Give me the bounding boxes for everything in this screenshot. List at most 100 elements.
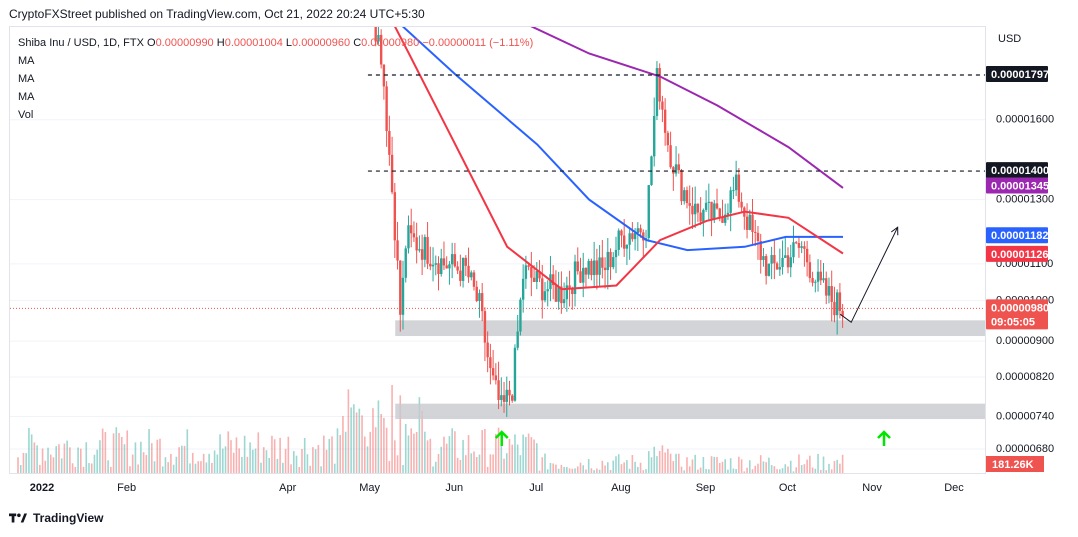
candle-body	[480, 293, 484, 312]
volume-bar	[328, 438, 331, 473]
candle-body	[407, 225, 410, 249]
time-axis[interactable]: 2022 Feb Apr May Jun Jul Aug Sep Oct Nov Dec	[9, 474, 986, 502]
legend-indicator-ma-2[interactable]: MA	[18, 73, 35, 85]
candle-body	[393, 192, 397, 241]
volume-bar	[407, 435, 410, 473]
candle-body	[756, 232, 760, 242]
volume-bar	[55, 446, 58, 473]
candle-body	[543, 291, 547, 301]
candle-body	[508, 389, 511, 396]
volume-bar	[787, 466, 789, 473]
volume-bar	[669, 453, 672, 473]
volume-bar	[323, 435, 325, 473]
volume-bar	[617, 454, 620, 473]
volume-bar	[415, 431, 418, 473]
price-scale[interactable]: 0.000016000.000013000.000011000.00001000…	[986, 26, 1078, 474]
price-tick-label: 0.00001300	[996, 194, 1054, 206]
volume-bar	[702, 457, 705, 473]
volume-bar	[511, 444, 514, 473]
volume-bar	[773, 466, 776, 473]
candle-body	[415, 237, 418, 251]
volume-bar	[568, 468, 571, 473]
volume-bar	[33, 442, 36, 473]
candle-body	[530, 266, 533, 278]
candle-body	[677, 164, 680, 171]
volume-bar	[738, 456, 740, 473]
legend-symbol[interactable]: Shiba Inu / USD, 1D, FTX	[18, 37, 144, 49]
candle-body	[786, 255, 790, 268]
candle-body	[622, 235, 626, 249]
volume-bar	[694, 454, 696, 473]
candle-body	[825, 278, 828, 296]
volume-bar	[60, 458, 63, 473]
candle-body	[571, 288, 574, 295]
volume-bar	[830, 469, 833, 473]
volume-bar	[49, 454, 52, 473]
candle-body	[833, 301, 836, 316]
volume-bar	[216, 454, 219, 473]
volume-bar	[350, 407, 352, 473]
candle-body	[401, 277, 405, 315]
volume-bar	[650, 457, 653, 473]
candle-body	[835, 292, 839, 316]
candle-body	[576, 261, 579, 272]
candle-body	[445, 265, 448, 269]
volume-bar	[664, 452, 666, 473]
volume-bar	[590, 468, 593, 473]
volume-bar	[82, 466, 85, 473]
volume-bar	[448, 436, 451, 473]
candle-body	[718, 208, 721, 217]
candle-body	[377, 34, 380, 42]
volume-bar	[262, 447, 265, 473]
candle-body	[661, 101, 664, 110]
candle-body	[500, 395, 503, 400]
volume-bar	[194, 463, 197, 473]
price-tick-label: 0.00000680	[996, 443, 1054, 455]
volume-bar	[615, 456, 617, 473]
volume-bar	[232, 452, 235, 473]
volume-bar	[208, 453, 210, 473]
volume-bar	[172, 464, 175, 473]
volume-bar	[708, 469, 710, 473]
candle-body	[636, 228, 640, 233]
volume-bar	[257, 432, 260, 473]
candle-body	[704, 202, 708, 210]
volume-bar	[735, 468, 737, 473]
volume-bar	[142, 452, 145, 473]
candle-body	[734, 174, 738, 191]
volume-bar	[77, 447, 79, 473]
volume-bar	[492, 454, 494, 473]
tradingview-footer[interactable]: TradingView	[9, 511, 103, 525]
volume-bar	[740, 459, 743, 473]
volume-bar	[549, 462, 552, 473]
candle-body	[721, 216, 724, 223]
volume-bar	[271, 435, 273, 473]
volume-bar	[140, 441, 142, 473]
legend-indicator-ma-1[interactable]: MA	[18, 55, 35, 67]
price-label-box	[986, 299, 1048, 316]
volume-bar	[374, 427, 377, 473]
candle-body	[431, 264, 435, 267]
volume-bar	[80, 448, 82, 473]
candle-body	[448, 264, 451, 269]
volume-bar	[743, 471, 746, 473]
candle-body	[560, 286, 563, 304]
volume-bar	[213, 450, 216, 473]
volume-bar	[238, 448, 240, 473]
candle-body	[737, 174, 741, 202]
candle-body	[672, 167, 675, 174]
legend-indicator-ma-3[interactable]: MA	[18, 91, 35, 103]
volume-bar	[541, 457, 544, 473]
legend-low-label: L	[285, 37, 293, 49]
candle-body	[748, 214, 751, 230]
volume-bar	[620, 464, 623, 473]
legend-close-label: C	[353, 37, 362, 49]
candle-body	[541, 278, 544, 301]
legend-indicator-vol[interactable]: Vol	[18, 109, 34, 121]
legend-close-value: 0.00000980	[361, 37, 420, 49]
price-chart[interactable]	[10, 27, 986, 474]
volume-bar	[347, 389, 350, 473]
volume-bar	[99, 440, 101, 473]
chart-pane[interactable]	[9, 26, 986, 474]
price-tick-label: 0.00001600	[996, 114, 1054, 126]
